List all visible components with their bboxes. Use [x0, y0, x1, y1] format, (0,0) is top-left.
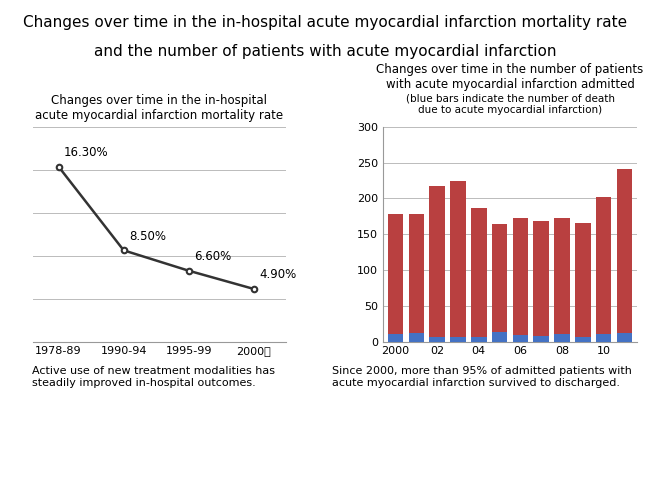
- Bar: [492, 332, 508, 342]
- Bar: [554, 219, 570, 342]
- Bar: [617, 169, 632, 342]
- Bar: [575, 223, 591, 342]
- Bar: [450, 337, 466, 342]
- Bar: [430, 337, 445, 342]
- Text: Active use of new treatment modalities has
steadily improved in-hospital outcome: Active use of new treatment modalities h…: [32, 366, 276, 387]
- Text: Since 2000, more than 95% of admitted patients with
acute myocardial infarction : Since 2000, more than 95% of admitted pa…: [332, 366, 631, 387]
- Text: Changes over time in the in-hospital acute myocardial infarction mortality rate: Changes over time in the in-hospital acu…: [23, 15, 627, 30]
- Text: and the number of patients with acute myocardial infarction: and the number of patients with acute my…: [94, 44, 556, 59]
- Bar: [534, 221, 549, 342]
- Bar: [617, 333, 632, 342]
- Title: Changes over time in the in-hospital
acute myocardial infarction mortality rate: Changes over time in the in-hospital acu…: [36, 94, 283, 122]
- Bar: [471, 208, 487, 342]
- Bar: [450, 181, 466, 342]
- Bar: [596, 197, 612, 342]
- Text: 8.50%: 8.50%: [129, 230, 166, 243]
- Bar: [430, 185, 445, 342]
- Text: 16.30%: 16.30%: [64, 146, 109, 159]
- Bar: [492, 224, 508, 342]
- Bar: [534, 336, 549, 342]
- Bar: [513, 335, 528, 342]
- Bar: [408, 214, 424, 342]
- Bar: [554, 334, 570, 342]
- Bar: [387, 334, 403, 342]
- Text: (blue bars indicate the number of death
due to acute myocardial infarction): (blue bars indicate the number of death …: [406, 94, 614, 115]
- Bar: [575, 337, 591, 342]
- Title: Changes over time in the number of patients
with acute myocardial infarction adm: Changes over time in the number of patie…: [376, 63, 644, 91]
- Bar: [408, 333, 424, 342]
- Text: 6.60%: 6.60%: [194, 250, 231, 263]
- Bar: [513, 218, 528, 342]
- Bar: [471, 337, 487, 342]
- Bar: [596, 334, 612, 342]
- Text: 4.90%: 4.90%: [259, 268, 296, 282]
- Bar: [387, 214, 403, 342]
